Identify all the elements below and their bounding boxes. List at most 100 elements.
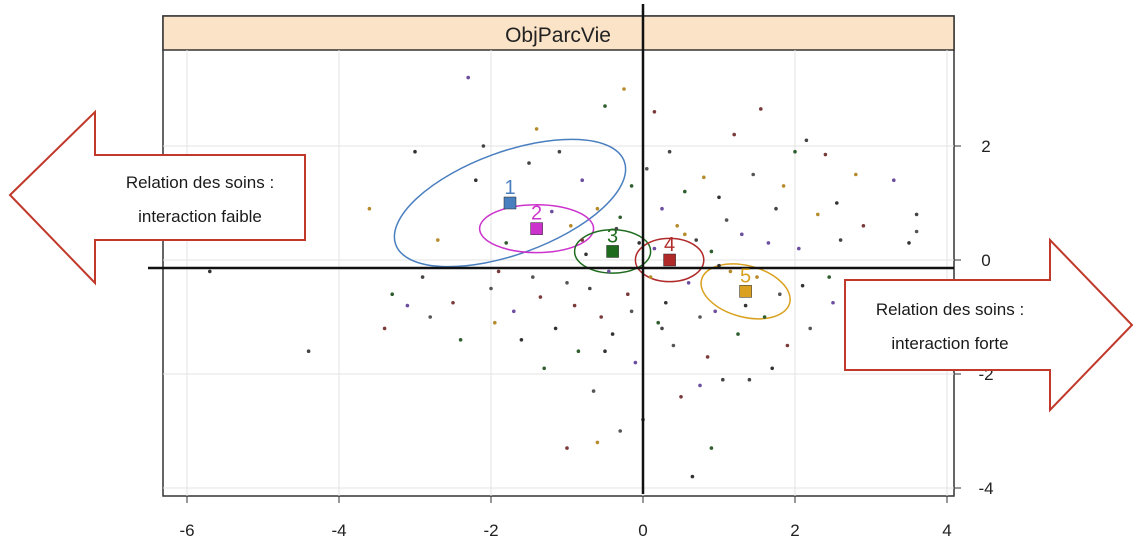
- x-tick-label: -6: [179, 521, 194, 540]
- data-point: [538, 295, 543, 299]
- data-point: [724, 218, 729, 222]
- data-point: [800, 283, 805, 288]
- plot-panel: [162, 15, 955, 497]
- data-point: [838, 238, 843, 242]
- data-point: [436, 238, 440, 242]
- x-tick-label: -4: [331, 521, 346, 540]
- group-ellipse-1: [393, 138, 627, 268]
- data-point: [679, 395, 683, 399]
- data-point: [743, 303, 748, 308]
- data-point: [405, 303, 410, 308]
- data-point: [607, 269, 611, 274]
- data-point: [747, 377, 752, 382]
- data-point: [652, 110, 657, 114]
- data-point: [690, 474, 695, 479]
- data-point: [531, 275, 535, 279]
- data-point: [466, 75, 471, 80]
- data-point: [728, 269, 733, 274]
- data-point: [603, 349, 607, 354]
- group-ellipse-5: [700, 263, 791, 320]
- data-point: [614, 226, 619, 231]
- data-point: [420, 275, 425, 279]
- data-point: [774, 206, 778, 211]
- data-point: [702, 175, 706, 180]
- data-point: [648, 275, 653, 279]
- data-point: [610, 332, 615, 336]
- data-point: [804, 138, 809, 143]
- group-centroid-5: [739, 285, 752, 298]
- data-point: [755, 275, 759, 279]
- data-point: [686, 281, 691, 285]
- data-point: [580, 238, 584, 242]
- data-point: [652, 246, 657, 251]
- data-point: [542, 366, 546, 371]
- data-point: [390, 292, 395, 297]
- group-ellipse-2: [478, 203, 595, 254]
- group-ellipse-4: [634, 237, 705, 283]
- data-point: [382, 326, 387, 331]
- data-point: [576, 349, 581, 354]
- group-ellipses: [393, 138, 791, 320]
- data-point: [717, 263, 721, 268]
- left-arrow-annotation: Relation des soins : interaction faible: [8, 109, 306, 286]
- data-point: [493, 320, 497, 325]
- data-point: [569, 224, 573, 228]
- data-point: [762, 315, 767, 319]
- data-point: [907, 241, 911, 245]
- right-arrow-line-2: interaction forte: [891, 334, 1008, 353]
- data-point: [671, 343, 676, 348]
- data-point: [835, 201, 839, 205]
- data-point: [683, 189, 687, 194]
- data-point: [599, 315, 603, 319]
- data-point: [778, 292, 782, 297]
- data-point: [892, 178, 896, 182]
- data-point: [736, 332, 740, 336]
- data-point: [591, 389, 596, 393]
- x-tick-label: 2: [790, 521, 799, 540]
- grid-lines: [163, 50, 954, 496]
- group-ellipse-3: [573, 229, 652, 274]
- group-centroid-1: [503, 196, 517, 210]
- data-point: [709, 446, 714, 450]
- data-point: [854, 172, 858, 177]
- data-point: [694, 238, 698, 242]
- data-point: [667, 149, 672, 154]
- y-tick-label: 0: [981, 251, 990, 270]
- data-point: [527, 161, 531, 165]
- data-point: [808, 326, 812, 331]
- data-point: [781, 184, 786, 188]
- data-point: [622, 87, 626, 91]
- data-point: [618, 429, 622, 433]
- strip-title: ObjParcVie: [505, 24, 611, 47]
- group-label-5: 5: [740, 265, 751, 287]
- data-point: [751, 172, 755, 177]
- data-point: [595, 206, 600, 211]
- data-point: [504, 241, 509, 245]
- data-point: [519, 338, 524, 342]
- data-point: [208, 269, 212, 274]
- data-point: [550, 209, 554, 214]
- left-arrow-line-2: interaction faible: [138, 207, 262, 226]
- data-point: [816, 212, 820, 217]
- data-point: [698, 383, 702, 388]
- group-label-3: 3: [607, 225, 618, 247]
- y-tick-label: -4: [978, 479, 993, 498]
- data-point: [489, 286, 493, 291]
- group-centroids: 12 3 4 5: [503, 177, 752, 298]
- data-point: [306, 349, 311, 354]
- data-point: [861, 224, 866, 228]
- data-point: [451, 300, 455, 305]
- data-point: [683, 232, 687, 237]
- data-point: [565, 446, 569, 450]
- data-point: [588, 286, 592, 291]
- data-point: [458, 338, 463, 342]
- data-point: [428, 315, 433, 319]
- data-point: [664, 300, 668, 305]
- data-point: [481, 144, 486, 148]
- data-point: [740, 232, 744, 237]
- data-point: [637, 241, 641, 245]
- group-centroid-2: [530, 222, 543, 235]
- origin-axes: [148, 4, 954, 494]
- data-point: [580, 178, 584, 182]
